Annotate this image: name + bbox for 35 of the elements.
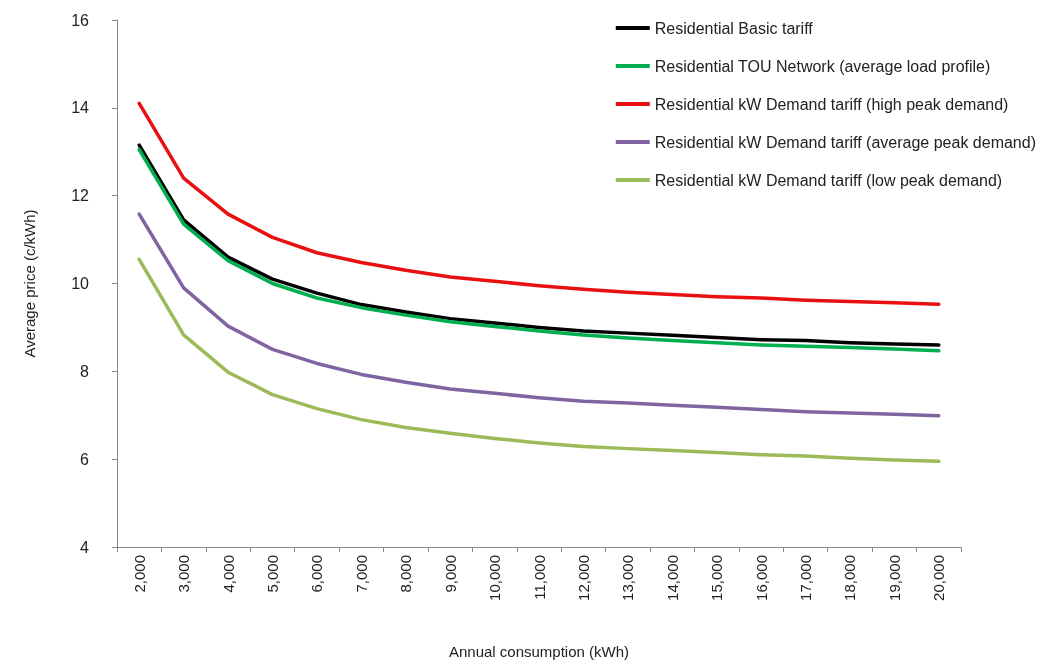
x-tick-label: 6,000	[308, 555, 326, 593]
y-tick-label: 12	[71, 187, 90, 205]
x-tick-label: 4,000	[219, 555, 237, 593]
legend-label: Residential kW Demand tariff (high peak demand)	[654, 95, 1009, 113]
x-tick-label: 5,000	[263, 555, 281, 593]
legend-label: Residential TOU Network (average load profile)	[654, 57, 991, 75]
y-tick-label: 6	[80, 450, 90, 468]
x-tick-label: 10,000	[486, 555, 504, 601]
x-tick-label: 11,000	[530, 555, 548, 600]
line-series	[137, 257, 941, 464]
legend-label: Residential kW Demand tariff (low peak demand)	[654, 171, 1003, 189]
x-axis-title: Annual consumption (kWh)	[448, 643, 630, 660]
x-tick-label: 13,000	[619, 555, 637, 601]
x-tick-label: 19,000	[885, 555, 903, 601]
x-tick-label: 20,000	[930, 555, 948, 601]
y-tick-label: 8	[80, 362, 90, 380]
x-tick-label: 18,000	[841, 555, 859, 601]
x-tick-label: 15,000	[708, 555, 726, 601]
y-tick-label: 14	[71, 99, 90, 117]
x-tick-label: 17,000	[797, 555, 815, 601]
line-series	[137, 212, 941, 418]
y-tick-label: 4	[80, 538, 90, 556]
x-tick-label: 9,000	[441, 555, 459, 593]
legend-label: Residential Basic tariff	[654, 19, 814, 37]
x-tick-label: 3,000	[175, 555, 193, 593]
y-tick-label: 10	[71, 275, 90, 292]
y-axis-title: Average price (c/kWh)	[21, 209, 38, 358]
x-tick-label: 16,000	[752, 555, 770, 601]
x-tick-label: 7,000	[352, 555, 370, 593]
y-tick-label: 16	[71, 11, 90, 29]
x-tick-label: 14,000	[663, 555, 681, 601]
x-tick-label: 12,000	[574, 555, 592, 601]
legend-label: Residential kW Demand tariff (average peak demand)	[654, 133, 1037, 151]
x-tick-label: 8,000	[397, 555, 415, 593]
x-tick-label: 2,000	[130, 555, 148, 593]
